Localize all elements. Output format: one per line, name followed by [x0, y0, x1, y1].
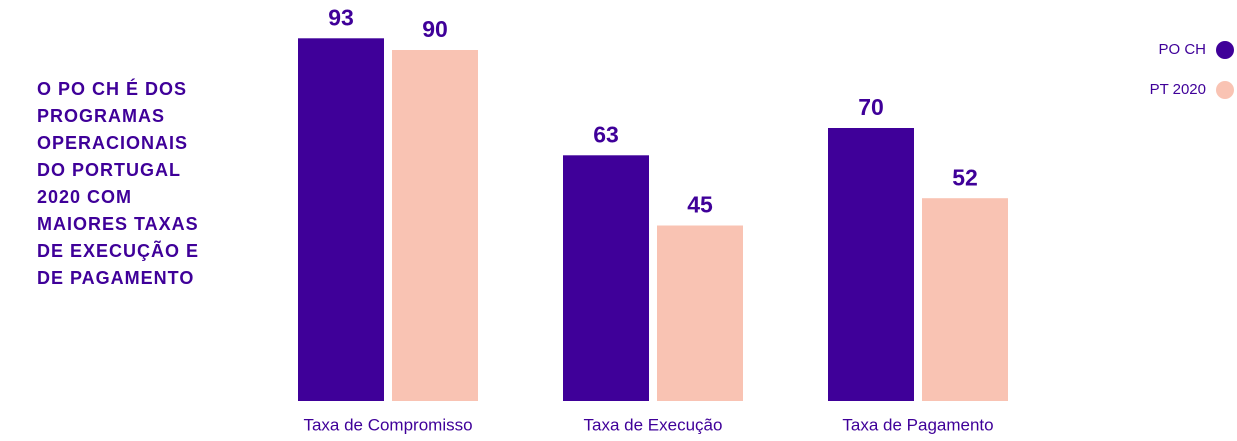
- bar: [563, 155, 649, 401]
- bar: [298, 38, 384, 402]
- bar: [657, 225, 743, 401]
- chart-title: O PO CH É DOS PROGRAMAS OPERACIONAIS DO …: [37, 79, 200, 288]
- bar: [828, 128, 914, 401]
- legend-label: PO CH: [1158, 41, 1206, 58]
- value-label: 70: [858, 94, 884, 120]
- value-label: 63: [593, 121, 619, 147]
- x-tick-label: Taxa de Pagamento: [842, 415, 993, 434]
- bar: [922, 198, 1008, 401]
- value-label: 52: [952, 164, 978, 190]
- legend-label: PT 2020: [1150, 81, 1206, 98]
- value-label: 90: [422, 16, 448, 42]
- bar: [392, 50, 478, 401]
- x-tick-label: Taxa de Execução: [584, 415, 723, 434]
- value-label: 93: [328, 4, 354, 30]
- x-tick-label: Taxa de Compromisso: [303, 415, 472, 434]
- value-label: 45: [687, 192, 713, 218]
- legend-swatch: [1216, 41, 1234, 59]
- legend-swatch: [1216, 81, 1234, 99]
